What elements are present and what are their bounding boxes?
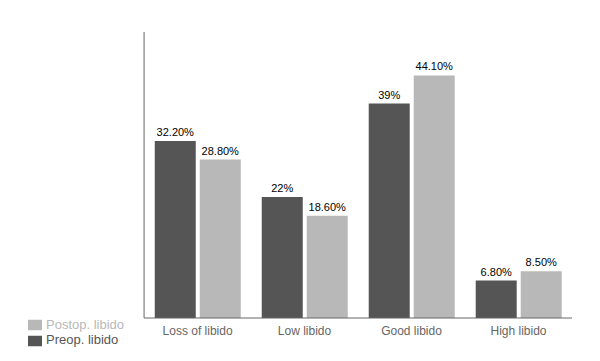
svg-text:6.80%: 6.80% <box>481 266 512 278</box>
svg-text:8.50%: 8.50% <box>526 256 557 268</box>
svg-text:Loss of libido: Loss of libido <box>163 324 233 338</box>
svg-text:Good libido: Good libido <box>381 324 442 338</box>
svg-text:44.10%: 44.10% <box>416 60 454 72</box>
svg-text:32.20%: 32.20% <box>157 126 195 138</box>
svg-text:39%: 39% <box>378 89 400 101</box>
svg-text:28.80%: 28.80% <box>202 145 240 157</box>
svg-text:High libido: High libido <box>490 324 546 338</box>
svg-text:Low libido: Low libido <box>278 324 332 338</box>
html-text:Preop. libido: Preop. libido <box>46 332 119 348</box>
svg-text:22%: 22% <box>271 182 293 194</box>
html-text:Postop. libido: Postop. libido <box>46 316 125 332</box>
svg-text:18.60%: 18.60% <box>309 201 347 213</box>
